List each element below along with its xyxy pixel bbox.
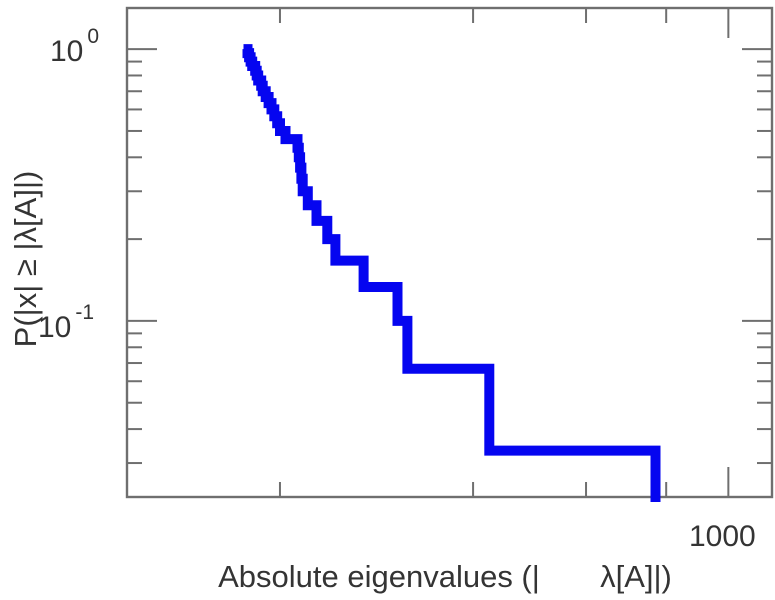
- ccdf-step-curve: [242, 44, 661, 502]
- y-tick-base-1e-1: 10: [38, 311, 71, 344]
- y-axis-title: P(|x| ≥ |λ[A]|): [8, 171, 43, 348]
- y-tick-label-1e0: 10 0: [50, 25, 99, 68]
- plot-border: [125, 6, 774, 499]
- x-axis-title: Absolute eigenvalues (| λ[A]|): [218, 559, 672, 594]
- y-tick-base-1e0: 10: [50, 35, 83, 68]
- x-tick-label-1000: 1000: [689, 520, 756, 553]
- y-tick-label-1e-1: 10 -1: [38, 301, 94, 344]
- axis-ticks: [127, 8, 772, 497]
- y-tick-exponent-1e-1: -1: [75, 301, 94, 324]
- y-tick-exponent-1e0: 0: [87, 25, 99, 48]
